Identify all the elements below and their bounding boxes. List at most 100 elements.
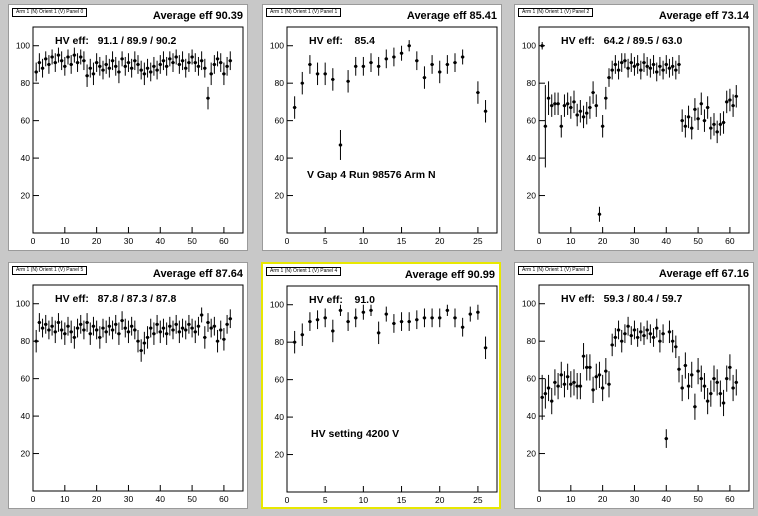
marker xyxy=(613,62,617,67)
data-point xyxy=(104,55,108,74)
marker xyxy=(82,328,86,332)
data-point xyxy=(667,58,672,78)
x-tick-label: 40 xyxy=(662,236,672,246)
y-tick-label: 100 xyxy=(16,299,30,309)
marker xyxy=(671,64,675,68)
data-point xyxy=(575,373,579,400)
x-tick-label: 60 xyxy=(725,494,735,504)
data-point xyxy=(158,55,163,74)
x-tick-label: 30 xyxy=(124,236,134,246)
marker xyxy=(155,68,159,72)
panel-title-box: Arm 1 (N) Orient 1 (V) Panel 5 xyxy=(12,266,88,275)
marker xyxy=(193,60,197,65)
marker xyxy=(104,62,108,67)
data-point xyxy=(199,51,204,71)
data-point xyxy=(196,56,201,76)
data-point xyxy=(203,326,207,349)
data-point xyxy=(709,116,713,140)
marker xyxy=(422,75,427,80)
data-point xyxy=(152,56,156,76)
data-point xyxy=(540,374,544,420)
data-point xyxy=(453,308,457,328)
data-point xyxy=(731,94,735,117)
marker xyxy=(88,332,92,336)
data-point xyxy=(651,55,656,74)
run-annotation: V Gap 4 Run 98576 Arm N xyxy=(307,169,436,181)
y-tick-label: 80 xyxy=(527,78,537,88)
data-point xyxy=(600,374,605,402)
y-tick-label: 100 xyxy=(16,41,30,51)
data-point xyxy=(594,94,599,117)
data-point xyxy=(540,41,544,50)
data-point xyxy=(661,60,665,80)
data-point xyxy=(187,53,191,72)
marker xyxy=(53,330,57,334)
x-tick-label: 30 xyxy=(124,494,134,504)
marker xyxy=(623,332,627,336)
marker xyxy=(203,335,207,340)
marker xyxy=(543,124,547,128)
marker xyxy=(331,329,335,333)
marker xyxy=(702,119,707,123)
data-point xyxy=(556,92,560,116)
panel-title-box: Arm 1 (N) Orient 1 (V) Panel 1 xyxy=(266,8,342,17)
data-point xyxy=(553,92,557,116)
data-point xyxy=(569,371,573,398)
data-point xyxy=(300,323,305,346)
data-point xyxy=(415,51,419,71)
x-tick-label: 0 xyxy=(285,495,290,505)
x-tick-label: 50 xyxy=(187,494,197,504)
data-point xyxy=(152,322,156,345)
hv-eff-label: HV eff: 91.1 / 89.9 / 90.2 xyxy=(55,35,177,47)
marker xyxy=(718,392,722,396)
marker xyxy=(171,328,175,332)
marker xyxy=(725,100,729,104)
data-point xyxy=(91,316,96,336)
marker xyxy=(47,328,51,332)
data-point xyxy=(315,62,320,86)
marker xyxy=(699,377,703,381)
data-point xyxy=(199,307,204,323)
pad-panel-4[interactable]: 20 40 60 80 100 0 5 10 15 20 25 Arm 1 (N) Orient 1… xyxy=(261,262,501,509)
data-point xyxy=(677,356,681,383)
marker xyxy=(212,324,216,328)
data-point xyxy=(171,53,175,72)
marker xyxy=(690,126,694,130)
data-point xyxy=(728,354,732,381)
data-point xyxy=(300,71,305,95)
data-point xyxy=(85,64,89,87)
marker xyxy=(667,330,672,334)
x-tick-label: 10 xyxy=(359,495,369,505)
marker xyxy=(607,75,611,80)
marker xyxy=(50,55,54,59)
marker xyxy=(585,365,589,369)
marker xyxy=(91,72,96,76)
data-point xyxy=(702,109,707,132)
data-point xyxy=(63,322,67,345)
marker xyxy=(196,64,201,68)
marker xyxy=(72,53,76,57)
data-point xyxy=(346,312,350,331)
marker xyxy=(168,324,172,328)
marker xyxy=(60,328,64,332)
data-point xyxy=(683,115,688,138)
marker xyxy=(645,328,649,332)
y-tick-label: 60 xyxy=(275,116,285,126)
marker xyxy=(114,64,118,68)
marker xyxy=(699,102,703,106)
marker xyxy=(661,68,665,72)
data-point xyxy=(445,55,450,74)
marker xyxy=(651,335,656,340)
data-point xyxy=(460,49,465,65)
data-point xyxy=(654,318,659,338)
data-point xyxy=(338,304,343,316)
data-point xyxy=(407,312,411,331)
x-tick-label: 50 xyxy=(693,494,703,504)
marker xyxy=(139,348,143,353)
marker xyxy=(575,113,579,117)
marker xyxy=(98,335,102,340)
marker xyxy=(476,310,480,314)
marker xyxy=(468,312,472,316)
marker xyxy=(629,60,633,65)
x-tick-label: 5 xyxy=(323,495,328,505)
